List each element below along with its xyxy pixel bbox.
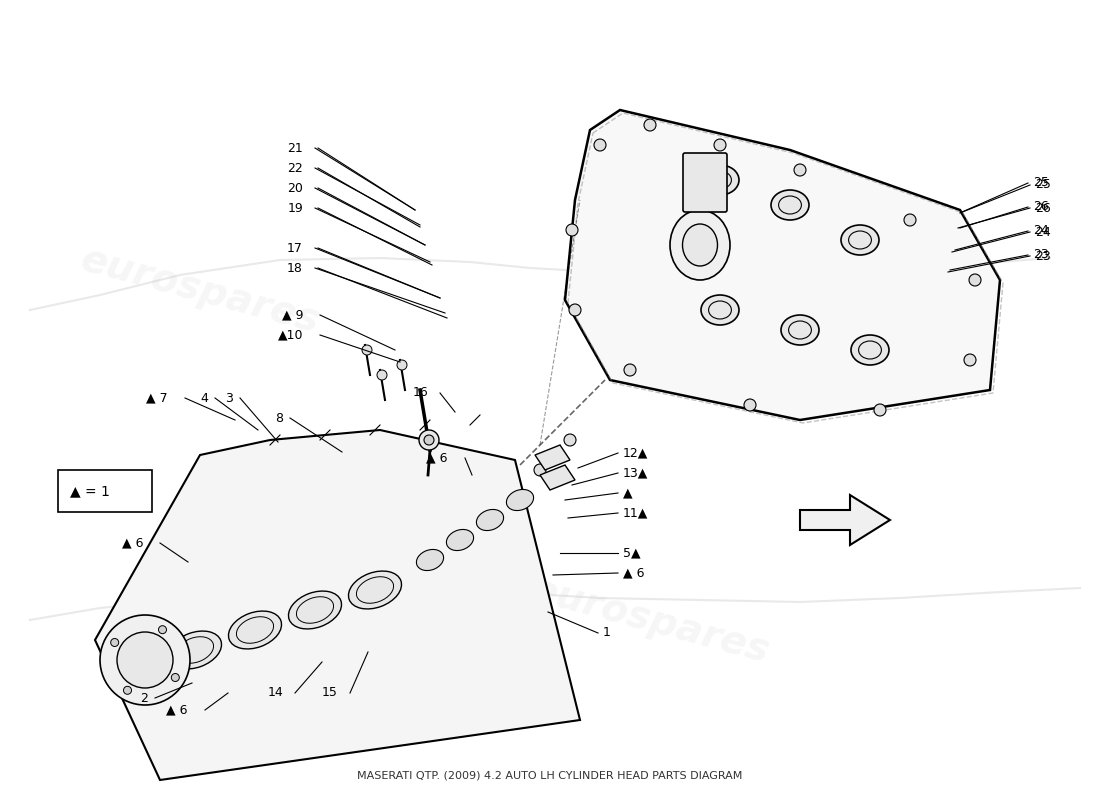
Text: ▲ 6: ▲ 6	[121, 537, 143, 550]
Ellipse shape	[506, 490, 534, 510]
Circle shape	[123, 686, 132, 694]
Text: 22: 22	[287, 162, 303, 174]
Text: 8: 8	[275, 411, 283, 425]
Text: ▲ 6: ▲ 6	[623, 566, 645, 579]
Text: 20: 20	[287, 182, 303, 194]
Text: 23: 23	[1033, 249, 1048, 262]
Circle shape	[172, 674, 179, 682]
Ellipse shape	[447, 530, 474, 550]
Circle shape	[644, 119, 656, 131]
Polygon shape	[535, 445, 570, 470]
FancyBboxPatch shape	[683, 153, 727, 212]
Ellipse shape	[851, 335, 889, 365]
Ellipse shape	[417, 550, 443, 570]
Text: 5▲: 5▲	[623, 546, 640, 559]
Text: ▲ 7: ▲ 7	[146, 391, 168, 405]
Ellipse shape	[781, 315, 820, 345]
Text: ▲ 6: ▲ 6	[166, 703, 188, 717]
Text: 13▲: 13▲	[623, 466, 648, 479]
Text: 2: 2	[140, 691, 148, 705]
Ellipse shape	[476, 510, 504, 530]
Circle shape	[569, 304, 581, 316]
Circle shape	[534, 464, 546, 476]
Text: ▲ 6: ▲ 6	[427, 451, 448, 465]
Ellipse shape	[682, 224, 717, 266]
Ellipse shape	[771, 190, 808, 220]
Circle shape	[117, 632, 173, 688]
Circle shape	[100, 615, 190, 705]
Text: 23: 23	[1035, 250, 1050, 262]
Text: ▲: ▲	[623, 486, 632, 499]
Circle shape	[964, 354, 976, 366]
Circle shape	[969, 274, 981, 286]
Polygon shape	[800, 495, 890, 545]
Circle shape	[744, 399, 756, 411]
Circle shape	[158, 626, 166, 634]
Polygon shape	[95, 430, 580, 780]
Circle shape	[397, 360, 407, 370]
Circle shape	[419, 430, 439, 450]
Circle shape	[874, 404, 886, 416]
Text: 15: 15	[322, 686, 338, 699]
Text: 16: 16	[412, 386, 428, 399]
Circle shape	[904, 214, 916, 226]
Text: 4: 4	[200, 391, 208, 405]
Circle shape	[377, 370, 387, 380]
Ellipse shape	[842, 225, 879, 255]
Ellipse shape	[670, 210, 730, 280]
Text: eurospares: eurospares	[527, 570, 773, 670]
Text: eurospares: eurospares	[576, 240, 824, 340]
Text: 21: 21	[287, 142, 303, 154]
Text: 26: 26	[1035, 202, 1050, 214]
Circle shape	[594, 139, 606, 151]
Text: 1: 1	[603, 626, 611, 639]
Text: eurospares: eurospares	[76, 240, 323, 340]
Text: 25: 25	[1035, 178, 1050, 191]
Text: 14: 14	[267, 686, 283, 699]
Text: 3: 3	[226, 391, 233, 405]
Ellipse shape	[288, 591, 341, 629]
Ellipse shape	[168, 631, 221, 669]
Text: MASERATI QTP. (2009) 4.2 AUTO LH CYLINDER HEAD PARTS DIAGRAM: MASERATI QTP. (2009) 4.2 AUTO LH CYLINDE…	[358, 770, 742, 780]
Text: 25: 25	[1033, 177, 1049, 190]
Text: 24: 24	[1035, 226, 1050, 238]
Ellipse shape	[701, 165, 739, 195]
Circle shape	[714, 139, 726, 151]
Circle shape	[549, 449, 561, 461]
Text: 18: 18	[287, 262, 303, 274]
Ellipse shape	[349, 571, 402, 609]
Ellipse shape	[229, 611, 282, 649]
Circle shape	[566, 224, 578, 236]
Text: 26: 26	[1033, 201, 1048, 214]
Polygon shape	[540, 465, 575, 490]
Text: 17: 17	[287, 242, 303, 254]
Text: ▲ = 1: ▲ = 1	[70, 484, 110, 498]
Text: ▲ 9: ▲ 9	[282, 309, 303, 322]
Polygon shape	[565, 110, 1000, 420]
Text: ▲10: ▲10	[277, 329, 302, 342]
Text: 19: 19	[287, 202, 303, 214]
Ellipse shape	[701, 295, 739, 325]
Text: 24: 24	[1033, 225, 1048, 238]
FancyBboxPatch shape	[58, 470, 152, 512]
Circle shape	[362, 345, 372, 355]
Text: 11▲: 11▲	[623, 506, 648, 519]
Circle shape	[794, 164, 806, 176]
Circle shape	[624, 364, 636, 376]
Circle shape	[424, 435, 434, 445]
Text: 12▲: 12▲	[623, 446, 648, 459]
Circle shape	[111, 638, 119, 646]
Circle shape	[564, 434, 576, 446]
